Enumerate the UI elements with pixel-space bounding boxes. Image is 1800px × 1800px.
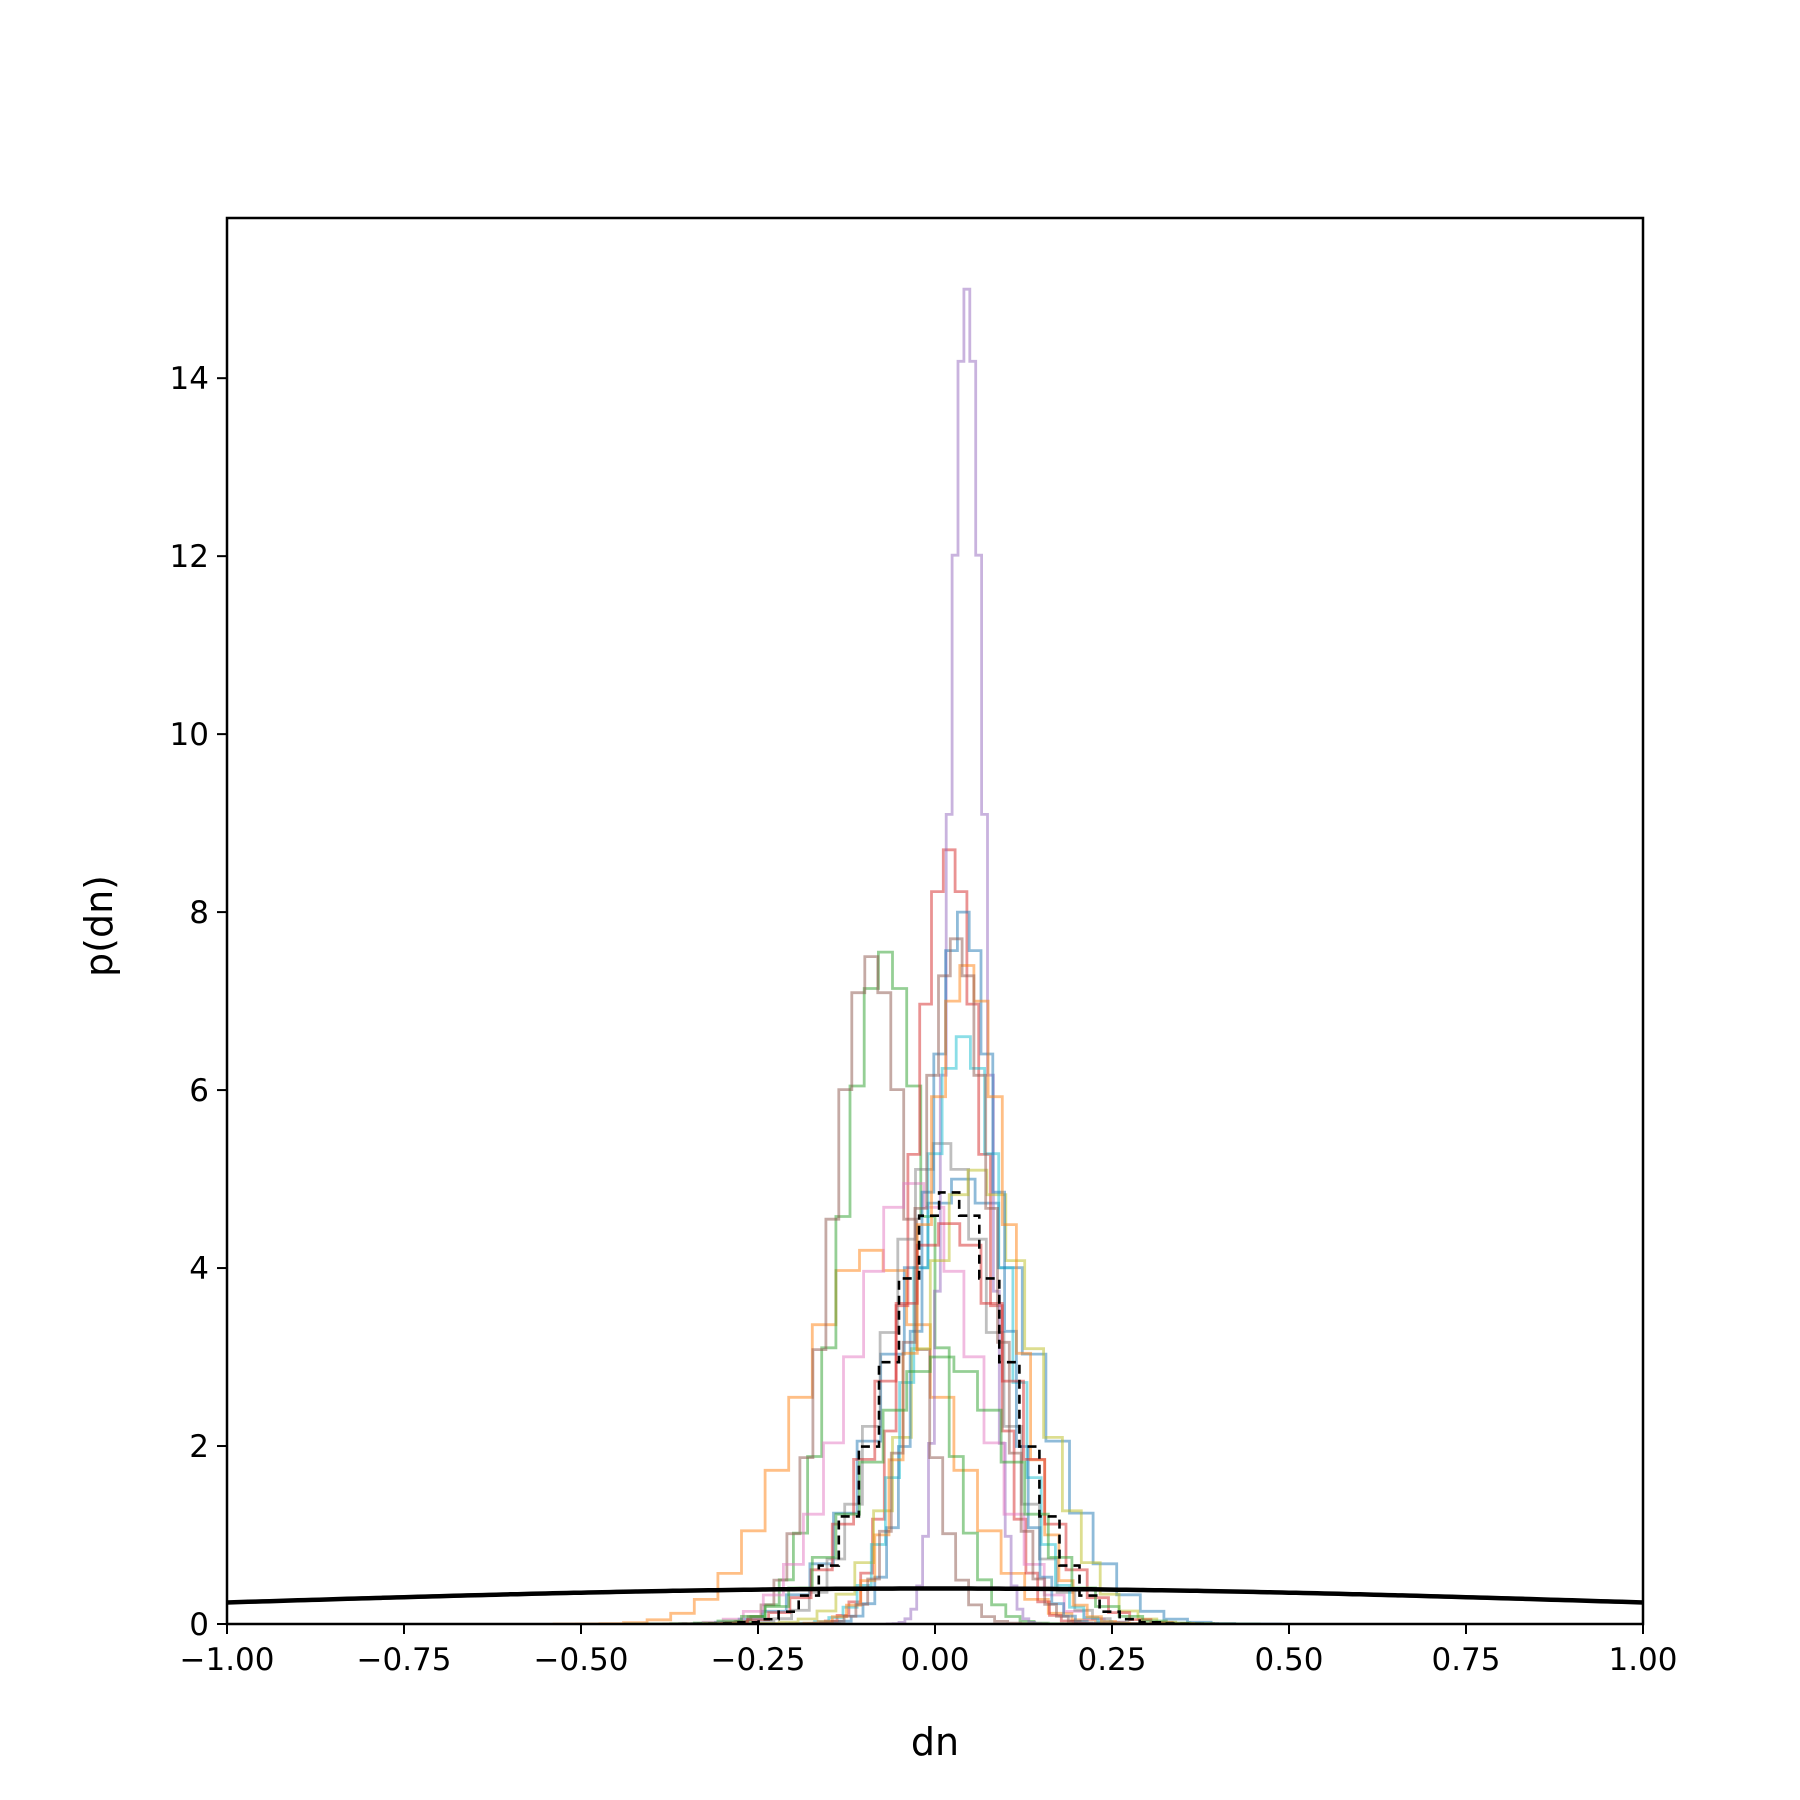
x-tick-label: −0.50 [534,1642,629,1678]
histogram-series-8 [703,1142,1181,1624]
x-axis: −1.00 −0.75 −0.50 −0.25 0.00 0.25 0.50 0.75 1.00 [180,216,1678,1678]
prior-curve [227,1586,1643,1605]
histogram-series-12 [774,964,1160,1624]
x-tick-label: 0.25 [1077,1642,1146,1678]
histogram-series-14 [795,937,1117,1624]
histogram-series-5 [885,287,1048,1624]
y-tick-label: 8 [189,895,209,931]
y-tick-label: 10 [170,717,209,753]
y-tick-label: 2 [189,1429,209,1465]
y-axis-label: p(dn) [77,875,121,977]
y-tick-label: 0 [189,1607,209,1643]
y-tick-label: 4 [189,1251,209,1287]
y-tick-label: 14 [170,361,209,397]
x-tick-label: 1.00 [1608,1642,1677,1678]
histogram-series-7 [643,1182,1185,1624]
x-tick-label: 0.00 [900,1642,969,1678]
y-tick-label: 6 [189,1073,209,1109]
y-axis: 0 2 4 6 8 10 12 14 [170,361,227,1643]
x-tick-label: 0.50 [1254,1642,1323,1678]
plot-area [227,287,1643,1624]
x-tick-label: −0.75 [357,1642,452,1678]
x-tick-label: 0.75 [1431,1642,1500,1678]
x-tick-label: −0.25 [711,1642,806,1678]
x-tick-label: −1.00 [180,1642,275,1678]
x-axis-label: dn [911,1720,959,1764]
y-tick-label: 12 [170,539,209,575]
